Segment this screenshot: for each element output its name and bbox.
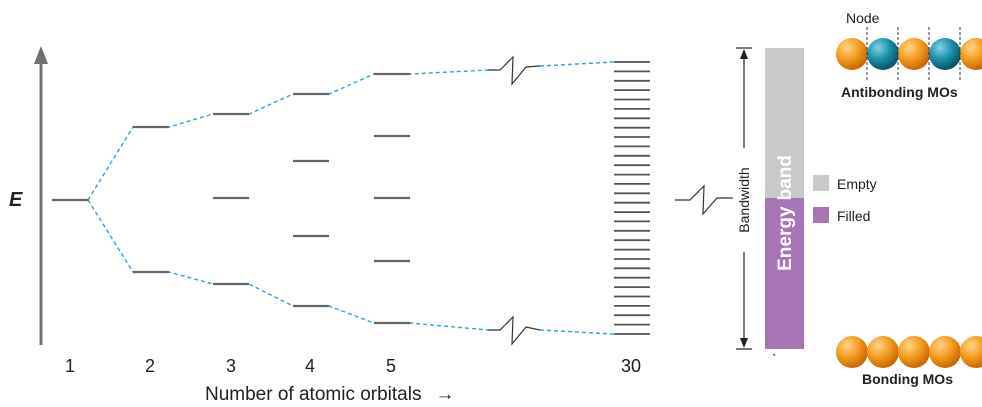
bandwidth-arrowhead-bottom: [740, 338, 748, 348]
column-number-1: 1: [65, 356, 75, 376]
bandwidth-label: Bandwidth: [736, 167, 752, 232]
connector-line-lower: [87, 199, 489, 331]
orange-orbital-sphere: [960, 38, 982, 70]
band-empty-region: [765, 48, 804, 198]
band-vertical-label: Energy band: [775, 155, 796, 271]
band-text-band: band: [775, 155, 796, 200]
orange-orbital-sphere: [867, 336, 899, 368]
column-number-5: 5: [386, 356, 396, 376]
break-mark-middle: [675, 184, 733, 216]
band-text-energy: Energy: [775, 206, 796, 271]
column-number-2: 2: [145, 356, 155, 376]
column-number-4: 4: [305, 356, 315, 376]
teal-orbital-sphere: [867, 38, 899, 70]
energy-axis-arrowhead: [34, 46, 48, 64]
orange-orbital-sphere: [898, 38, 930, 70]
orbital-levels: [52, 72, 410, 325]
connector-line-upper: [87, 69, 489, 201]
orange-orbital-sphere: [898, 336, 930, 368]
band-filled-region: [765, 198, 804, 349]
node-markers: [866, 27, 961, 80]
antibonding-mos-label: Antibonding MOs: [841, 84, 958, 100]
teal-orbital-sphere: [929, 38, 961, 70]
legend-swatch-filled: [813, 207, 829, 223]
legend-label-empty: Empty: [837, 176, 877, 192]
orange-orbital-sphere: [960, 336, 982, 368]
column-numbers: 1 2 3 4 5 30: [65, 356, 641, 376]
bonding-mo-chain: [836, 336, 982, 368]
orange-orbital-sphere: [836, 38, 868, 70]
connector-line-upper-right: [539, 61, 615, 67]
bandwidth-dimension: Bandwidth: [736, 47, 752, 350]
axis-break-marks: [488, 55, 733, 346]
break-mark-lower: [488, 315, 541, 346]
orange-orbital-sphere: [929, 336, 961, 368]
orange-orbital-sphere: [836, 336, 868, 368]
connector-lines: [87, 61, 615, 335]
stray-mark: `: [772, 351, 777, 367]
bandwidth-arrowhead-top: [740, 49, 748, 59]
band-legend: Empty Filled: [813, 175, 877, 224]
connector-line-lower-right: [539, 329, 615, 335]
column-number-30: 30: [621, 356, 641, 376]
energy-axis-label: E: [9, 189, 23, 211]
node-label: Node: [846, 10, 880, 26]
column-number-3: 3: [226, 356, 236, 376]
legend-swatch-empty: [813, 175, 829, 191]
break-mark-upper: [488, 55, 541, 86]
x-axis-label: Number of atomic orbitals →: [205, 384, 454, 405]
orbital-ladder-30: [614, 61, 650, 335]
antibonding-mo-chain: [836, 38, 982, 70]
bonding-mos-label: Bonding MOs: [862, 371, 953, 387]
legend-label-filled: Filled: [837, 208, 870, 224]
